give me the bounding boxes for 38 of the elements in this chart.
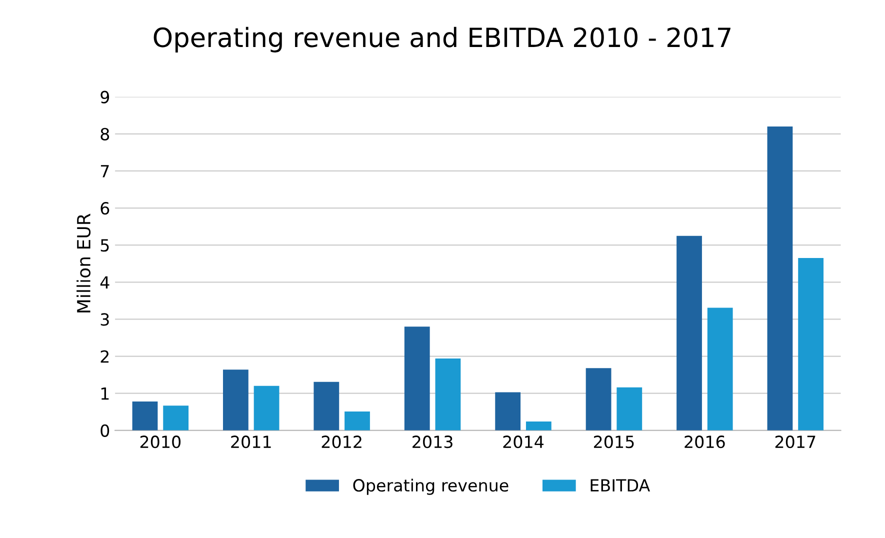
y-tick-label: 9	[100, 90, 110, 104]
y-axis-title: Million EUR	[76, 214, 91, 312]
y-tick-label: 3	[100, 313, 109, 326]
x-tick-label: 2013	[412, 436, 452, 448]
bar	[767, 126, 793, 430]
bar	[586, 368, 612, 430]
bar	[404, 326, 430, 430]
x-tick-label: 2016	[684, 436, 725, 448]
bar	[314, 382, 340, 430]
y-tick-label: 4	[100, 276, 110, 288]
x-tick-label: 2012	[322, 436, 362, 448]
bar	[223, 370, 248, 430]
legend-label: Operating revenue	[353, 478, 508, 495]
bar	[435, 358, 461, 430]
legend-label: EBITDA	[590, 479, 650, 492]
bar	[798, 258, 824, 430]
bar	[254, 386, 280, 430]
y-tick-label: 1	[101, 388, 109, 400]
y-tick-label: 8	[100, 128, 110, 140]
y-tick-label: 0	[100, 424, 110, 437]
bar	[344, 412, 370, 430]
x-tick-label: 2015	[594, 436, 634, 448]
bar	[526, 422, 552, 430]
bar	[707, 308, 733, 430]
x-tick-label: 2011	[231, 436, 271, 448]
y-tick-label: 5	[100, 239, 109, 252]
x-tick-label: 2017	[775, 436, 816, 448]
chart-title: Operating revenue and EBITDA 2010 - 2017	[154, 26, 730, 52]
y-tick-label: 7	[100, 165, 109, 178]
x-tick-label: 2010	[140, 436, 181, 448]
y-tick-label: 2	[100, 350, 109, 363]
x-tick-label: 2014	[503, 436, 544, 448]
bar	[132, 401, 158, 430]
bar	[495, 392, 521, 430]
y-tick-label: 6	[100, 202, 110, 215]
bar	[163, 406, 189, 430]
bar	[676, 236, 702, 430]
bar	[616, 387, 642, 430]
